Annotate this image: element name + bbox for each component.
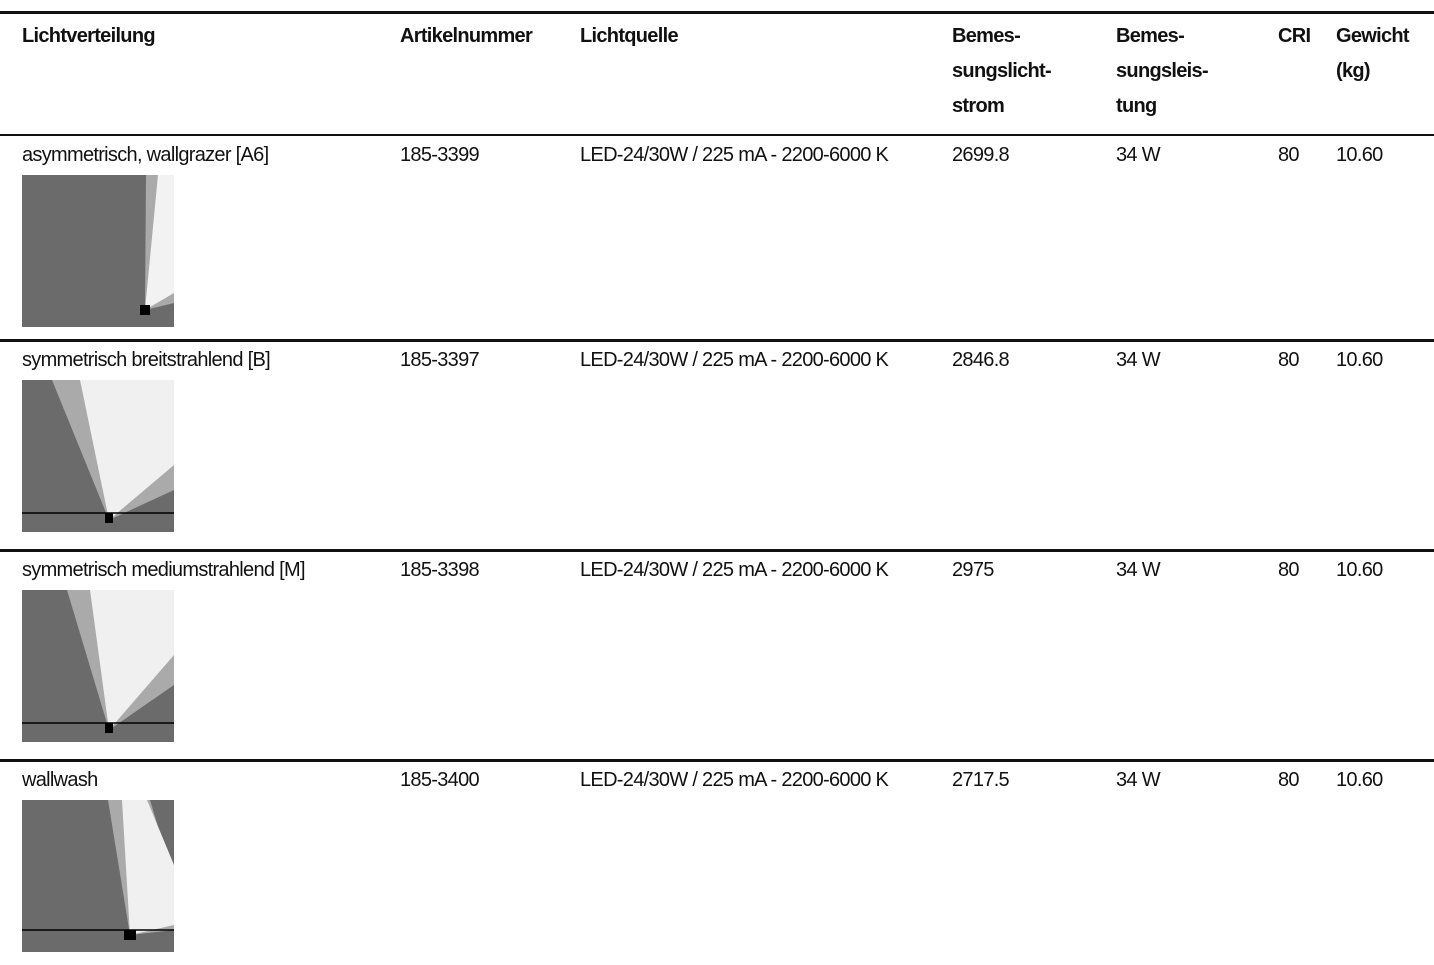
beam-diagram: [22, 380, 174, 532]
table-cell: 10.60: [1336, 144, 1383, 166]
column-header: sungsleis-: [1116, 60, 1209, 82]
column-header: sungslicht-: [952, 60, 1052, 82]
table-cell: asymmetrisch, wallgrazer [A6]: [22, 144, 269, 166]
column-header: CRI: [1278, 25, 1311, 47]
table-cell: 34 W: [1116, 769, 1161, 791]
table-cell: LED-24/30W / 225 mA - 2200-6000 K: [580, 559, 889, 581]
row-rule: [0, 759, 1434, 762]
table-cell: 10.60: [1336, 769, 1383, 791]
table-cell: 185-3398: [400, 559, 480, 581]
column-header: Lichtquelle: [580, 25, 679, 47]
table-cell: wallwash: [22, 769, 98, 791]
column-header: Gewicht: [1336, 25, 1410, 47]
column-header: (kg): [1336, 60, 1371, 82]
beam-diagram: [22, 175, 174, 327]
table-cell: 34 W: [1116, 144, 1161, 166]
beam-diagram: [22, 590, 174, 742]
top-rule: [0, 11, 1434, 14]
column-header: tung: [1116, 95, 1157, 117]
table-cell: LED-24/30W / 225 mA - 2200-6000 K: [580, 144, 889, 166]
column-header: strom: [952, 95, 1005, 117]
table-cell: 80: [1278, 349, 1300, 371]
header-rule: [0, 134, 1434, 136]
column-header: Bemes-: [952, 25, 1021, 47]
table-cell: LED-24/30W / 225 mA - 2200-6000 K: [580, 349, 889, 371]
column-header: Bemes-: [1116, 25, 1185, 47]
beam-diagram: [22, 800, 174, 952]
table-cell: 34 W: [1116, 559, 1161, 581]
table-cell: 2975: [952, 559, 994, 581]
table-cell: symmetrisch mediumstrahlend [M]: [22, 559, 306, 581]
row-rule: [0, 339, 1434, 342]
table-cell: 10.60: [1336, 559, 1383, 581]
table-cell: 10.60: [1336, 349, 1383, 371]
light-distribution-image: [22, 800, 174, 952]
column-header: Artikelnummer: [400, 25, 533, 47]
table-cell: 80: [1278, 559, 1300, 581]
column-header: Lichtverteilung: [22, 25, 156, 47]
table-cell: symmetrisch breitstrahlend [B]: [22, 349, 271, 371]
table-cell: 2846.8: [952, 349, 1010, 371]
light-distribution-image: [22, 175, 174, 327]
light-distribution-image: [22, 590, 174, 742]
table-cell: LED-24/30W / 225 mA - 2200-6000 K: [580, 769, 889, 791]
table-cell: 185-3400: [400, 769, 480, 791]
table-cell: 2717.5: [952, 769, 1010, 791]
table-cell: 34 W: [1116, 349, 1161, 371]
light-distribution-image: [22, 380, 174, 532]
table-cell: 2699.8: [952, 144, 1010, 166]
table-cell: 185-3397: [400, 349, 480, 371]
table-cell: 80: [1278, 769, 1300, 791]
table-cell: 185-3399: [400, 144, 480, 166]
row-rule: [0, 549, 1434, 552]
table-cell: 80: [1278, 144, 1300, 166]
